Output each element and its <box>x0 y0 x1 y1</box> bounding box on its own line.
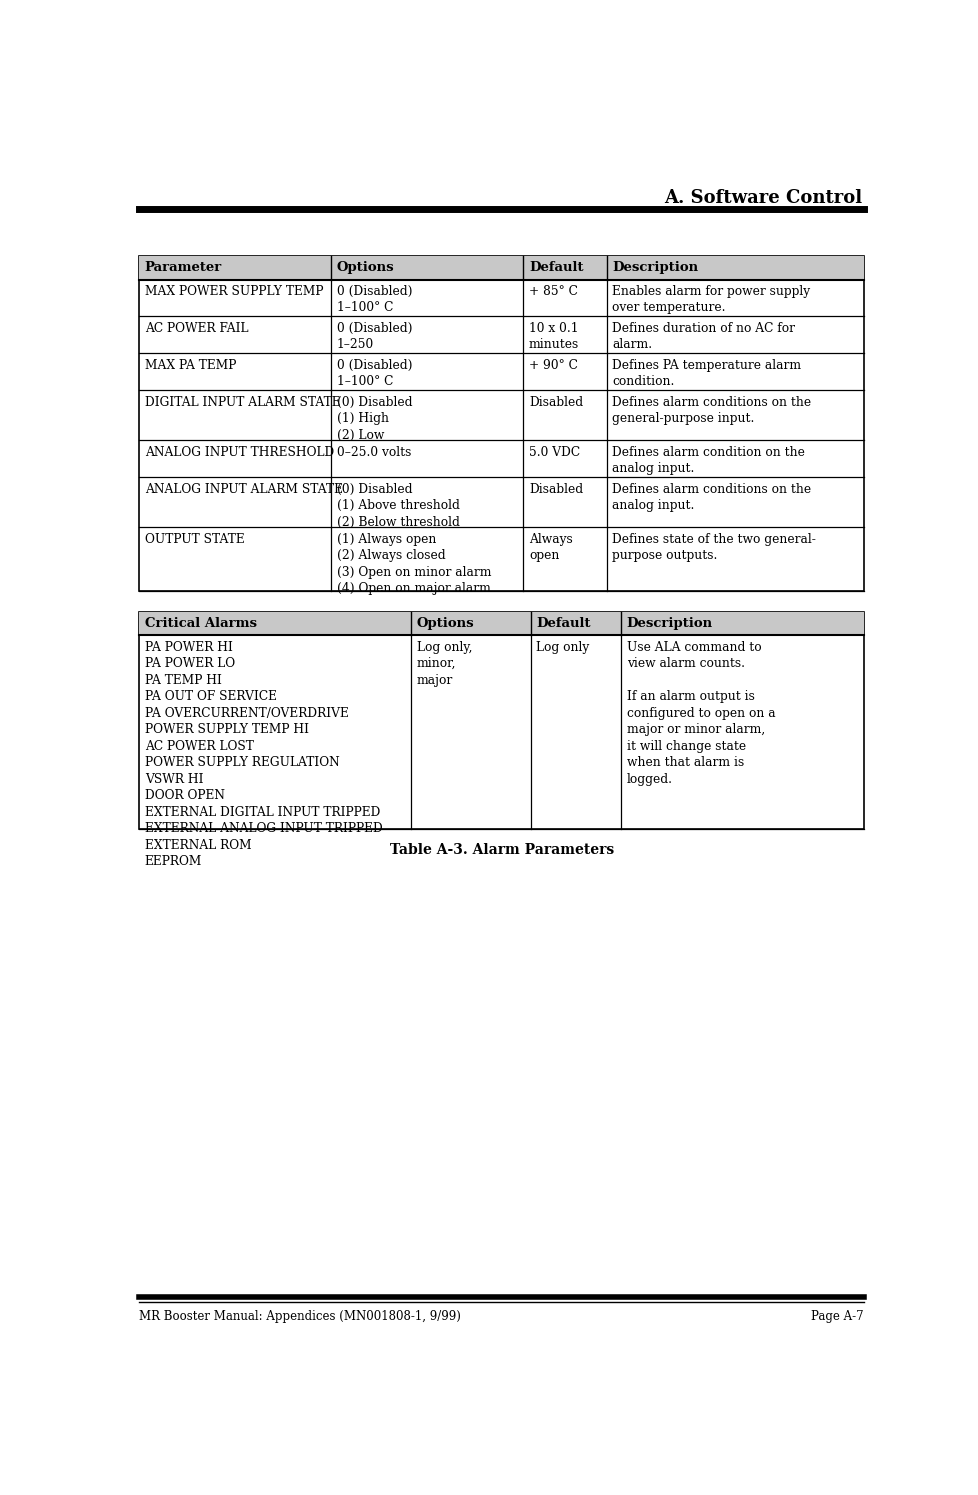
Text: Defines duration of no AC for
alarm.: Defines duration of no AC for alarm. <box>611 321 794 351</box>
Text: Critical Alarms: Critical Alarms <box>145 617 256 631</box>
Text: 0–25.0 volts: 0–25.0 volts <box>336 446 411 459</box>
Text: ANALOG INPUT THRESHOLD: ANALOG INPUT THRESHOLD <box>145 446 333 459</box>
Text: Table A-3. Alarm Parameters: Table A-3. Alarm Parameters <box>389 843 613 857</box>
Text: Disabled: Disabled <box>528 396 583 408</box>
Bar <box>139 611 864 830</box>
Text: Log only,
minor,
major: Log only, minor, major <box>417 641 471 686</box>
Text: DIGITAL INPUT ALARM STATE: DIGITAL INPUT ALARM STATE <box>145 396 340 408</box>
Text: Description: Description <box>611 262 697 275</box>
Text: A. Software Control: A. Software Control <box>664 188 862 206</box>
Text: Disabled: Disabled <box>528 483 583 496</box>
Text: Options: Options <box>417 617 473 631</box>
Text: MAX PA TEMP: MAX PA TEMP <box>145 359 236 372</box>
Text: Parameter: Parameter <box>145 262 222 275</box>
Text: (0) Disabled
(1) Above threshold
(2) Below threshold: (0) Disabled (1) Above threshold (2) Bel… <box>336 483 460 529</box>
Text: 0 (Disabled)
1–100° C: 0 (Disabled) 1–100° C <box>336 359 412 389</box>
Text: Default: Default <box>536 617 590 631</box>
Text: ANALOG INPUT ALARM STATE: ANALOG INPUT ALARM STATE <box>145 483 342 496</box>
Text: Defines alarm condition on the
analog input.: Defines alarm condition on the analog in… <box>611 446 804 475</box>
Text: Defines state of the two general-
purpose outputs.: Defines state of the two general- purpos… <box>611 532 816 562</box>
Text: MAX POWER SUPPLY TEMP: MAX POWER SUPPLY TEMP <box>145 286 323 298</box>
Text: (0) Disabled
(1) High
(2) Low: (0) Disabled (1) High (2) Low <box>336 396 412 441</box>
Bar <box>139 257 864 280</box>
Text: OUTPUT STATE: OUTPUT STATE <box>145 532 244 546</box>
Text: Defines alarm conditions on the
general-purpose input.: Defines alarm conditions on the general-… <box>611 396 811 425</box>
Text: Enables alarm for power supply
over temperature.: Enables alarm for power supply over temp… <box>611 286 810 314</box>
Text: 10 x 0.1
minutes: 10 x 0.1 minutes <box>528 321 579 351</box>
Text: 0 (Disabled)
1–250: 0 (Disabled) 1–250 <box>336 321 412 351</box>
Text: (1) Always open
(2) Always closed
(3) Open on minor alarm
(4) Open on major alar: (1) Always open (2) Always closed (3) Op… <box>336 532 491 595</box>
Text: PA POWER HI
PA POWER LO
PA TEMP HI
PA OUT OF SERVICE
PA OVERCURRENT/OVERDRIVE
PO: PA POWER HI PA POWER LO PA TEMP HI PA OU… <box>145 641 382 869</box>
Text: Always
open: Always open <box>528 532 572 562</box>
Text: MR Booster Manual: Appendices (MN001808-1, 9/99): MR Booster Manual: Appendices (MN001808-… <box>139 1310 461 1323</box>
Text: AC POWER FAIL: AC POWER FAIL <box>145 321 248 335</box>
Text: Default: Default <box>528 262 583 275</box>
Text: 5.0 VDC: 5.0 VDC <box>528 446 579 459</box>
Text: Description: Description <box>626 617 712 631</box>
Text: Defines alarm conditions on the
analog input.: Defines alarm conditions on the analog i… <box>611 483 811 513</box>
Text: Options: Options <box>336 262 394 275</box>
Bar <box>139 257 864 591</box>
Text: Page A-7: Page A-7 <box>811 1310 864 1323</box>
Text: + 85° C: + 85° C <box>528 286 577 298</box>
Text: + 90° C: + 90° C <box>528 359 577 372</box>
Text: Log only: Log only <box>536 641 589 653</box>
Text: Use ALA command to
view alarm counts.

If an alarm output is
configured to open : Use ALA command to view alarm counts. If… <box>626 641 775 786</box>
Text: Defines PA temperature alarm
condition.: Defines PA temperature alarm condition. <box>611 359 801 389</box>
Text: 0 (Disabled)
1–100° C: 0 (Disabled) 1–100° C <box>336 286 412 314</box>
Bar <box>139 611 864 635</box>
